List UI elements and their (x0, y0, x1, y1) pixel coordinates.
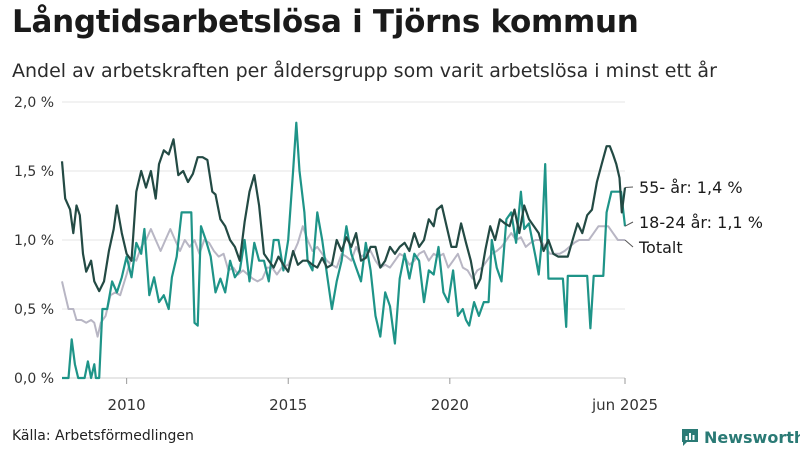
leader-line (624, 239, 634, 248)
series-end-label: Totalt (638, 238, 683, 257)
series-end-labels: 55- år: 1,4 % 18-24 år: 1,1 % Totalt (624, 178, 763, 257)
y-tick-label: 1,0 % (14, 233, 54, 249)
x-tick-label: jun 2025 (591, 396, 658, 414)
y-tick-label: 0,0 % (14, 371, 54, 387)
logo-text: Newsworthy (704, 427, 800, 447)
leader-line (624, 186, 634, 189)
y-tick-label: 0,5 % (14, 302, 54, 318)
y-tick-label: 1,5 % (14, 164, 54, 180)
series-line-age-55 (60, 138, 627, 293)
axes: 0,0 % 0,5 % 1,0 % 1,5 % 2,0 % 2010 2015 2020 jun… (14, 95, 658, 414)
chart-title: Långtidsarbetslösa i Tjörns kommun (12, 4, 639, 40)
gridlines (62, 101, 625, 379)
y-tick-label: 2,0 % (14, 95, 54, 111)
source-note: Källa: Arbetsförmedlingen (12, 428, 194, 444)
series-line-age-18-24 (62, 121, 627, 380)
newsworthy-logo: Newsworthy (680, 426, 800, 448)
x-tick-label: 2020 (431, 396, 469, 414)
series-end-label: 18-24 år: 1,1 % (639, 213, 763, 232)
logo-icon (682, 429, 698, 446)
series-lines (60, 121, 627, 380)
chart-subtitle: Andel av arbetskraften per åldersgrupp s… (12, 60, 717, 82)
leader-line (624, 221, 634, 227)
x-tick-label: 2015 (269, 396, 307, 414)
x-tick-label: 2010 (108, 396, 146, 414)
series-end-label: 55- år: 1,4 % (639, 178, 743, 197)
